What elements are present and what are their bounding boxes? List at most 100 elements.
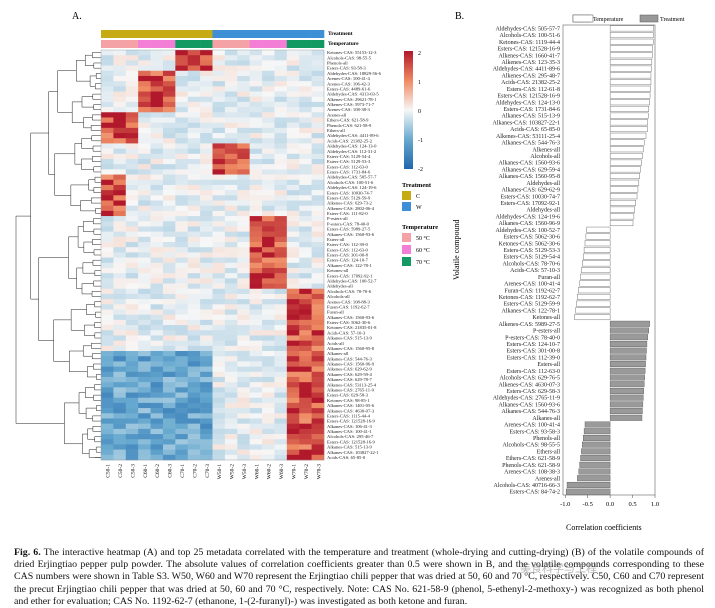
heatmap-cell xyxy=(299,70,312,77)
heatmap-cell xyxy=(162,299,176,305)
heatmap-cell xyxy=(311,221,325,227)
heatmap-cell xyxy=(237,75,250,82)
heatmap-cell xyxy=(187,371,201,378)
heatmap-cell xyxy=(249,288,263,295)
heatmap-cell xyxy=(101,288,114,295)
heatmap-cell xyxy=(125,107,139,113)
heatmap-cell xyxy=(274,278,288,284)
heatmap-cell xyxy=(125,418,139,424)
x-tick-label: -0.5 xyxy=(583,501,593,508)
heatmap-cell xyxy=(274,195,288,201)
heatmap-cell xyxy=(125,122,139,129)
heatmap-cell xyxy=(274,143,288,149)
heatmap-cell xyxy=(175,70,189,77)
heatmap-cell xyxy=(249,449,263,456)
heatmap-cell xyxy=(101,205,114,212)
heatmap-cell xyxy=(138,257,151,264)
heatmap-cell xyxy=(125,376,139,383)
heatmap-row-label: Alkanes-CAS: 544-76-3 xyxy=(327,356,372,361)
bar-category-label: Alkanes-CAS: 1560-93-6 xyxy=(499,402,561,408)
heatmap-cell xyxy=(299,439,312,445)
heatmap-cell xyxy=(150,449,164,456)
heatmap-cell xyxy=(237,273,250,279)
heatmap-cell xyxy=(150,418,164,424)
heatmap-cell xyxy=(175,402,189,409)
heatmap-cell xyxy=(101,169,114,175)
heatmap-cell xyxy=(237,314,250,321)
heatmap-cell xyxy=(113,164,127,170)
heatmap-cell xyxy=(125,174,139,181)
heatmap-cell xyxy=(187,96,201,103)
heatmap-cell xyxy=(138,382,151,388)
heatmap-cell xyxy=(200,288,213,295)
heatmap-cell xyxy=(187,210,201,217)
heatmap-cell xyxy=(200,293,213,300)
heatmap-cell xyxy=(274,216,288,222)
heatmap-row-label: Ketones-all xyxy=(327,268,349,273)
heatmap-cell xyxy=(249,242,263,248)
bar-category-label: Alkanes-CAS: 1560-93-6 xyxy=(499,161,561,167)
legend-title: Treatment xyxy=(402,182,432,189)
bar-category-label: Acids-CAS: 21382-25-2 xyxy=(501,80,560,86)
bar-category-label: Esters-CAS: 124-10-7 xyxy=(507,342,561,348)
heatmap-cell xyxy=(200,164,213,170)
heatmap-cell xyxy=(101,278,114,284)
bar-category-label: Phenols-CAS: 621-58-9 xyxy=(502,463,560,469)
heatmap-cell xyxy=(113,184,127,191)
heatmap-cell xyxy=(138,190,151,196)
heatmap-cell xyxy=(274,242,288,248)
heatmap-cell xyxy=(113,283,127,290)
heatmap-cell xyxy=(274,454,288,461)
heatmap-cell xyxy=(274,439,288,445)
heatmap-cell xyxy=(249,101,263,108)
heatmap-cell xyxy=(286,148,300,155)
heatmap-cell xyxy=(113,356,127,362)
heatmap-cell xyxy=(286,288,300,295)
heatmap-cell xyxy=(249,158,263,165)
bar-category-label: Ethers-all xyxy=(537,449,561,455)
bar-category-label: Alkanes-CAS: 629-62-9 xyxy=(502,188,561,194)
heatmap-column-label: W50-3 xyxy=(242,464,248,480)
heatmap-cell xyxy=(113,101,127,108)
heatmap-cell xyxy=(212,319,226,326)
heatmap-cell xyxy=(286,340,300,347)
heatmap-cell xyxy=(237,325,250,331)
heatmap-cell xyxy=(274,345,288,352)
heatmap-cell xyxy=(299,205,312,212)
heatmap-cell xyxy=(237,299,250,305)
temperature-annotation-cell xyxy=(200,40,213,48)
bar-category-label: Arenes-all xyxy=(535,476,560,482)
correlation-bar xyxy=(577,475,611,482)
heatmap-cell xyxy=(162,356,176,362)
heatmap-cell xyxy=(299,138,312,144)
heatmap-cell xyxy=(262,169,275,175)
heatmap-cell xyxy=(286,314,300,321)
bar-category-label: Esters-CAS: 1731-84-6 xyxy=(504,107,561,113)
heatmap-cell xyxy=(299,361,312,367)
bar-category-label: Alcohols-CAS: 629-76-5 xyxy=(500,376,561,382)
bar-category-label: Esters-CAS: 301-00-8 xyxy=(507,349,561,355)
heatmap-cell xyxy=(150,101,164,108)
heatmap-cell xyxy=(299,81,312,87)
heatmap-cell xyxy=(299,340,312,347)
heatmap-row-label: Arenes-CAS: 106-42-3 xyxy=(327,81,370,86)
heatmap-cell xyxy=(101,164,114,170)
heatmap-cell xyxy=(101,413,114,419)
heatmap-cell xyxy=(299,174,312,181)
heatmap-cell xyxy=(237,205,250,212)
heatmap-cell xyxy=(262,117,275,123)
heatmap-cell xyxy=(299,376,312,383)
heatmap-cell xyxy=(212,293,226,300)
heatmap-cell xyxy=(286,397,300,404)
heatmap-cell xyxy=(249,55,263,61)
heatmap-cell xyxy=(237,382,250,388)
heatmap-row-label: Aldehydes-CAS: 4313-03-5 xyxy=(327,92,379,97)
heatmap-cell xyxy=(175,210,189,217)
heatmap-cell xyxy=(175,252,189,258)
heatmap-cell xyxy=(150,382,164,388)
heatmap-cell xyxy=(175,371,189,378)
heatmap-cell xyxy=(200,278,213,284)
heatmap-cell xyxy=(274,174,288,181)
heatmap-cell xyxy=(187,319,201,326)
heatmap-cell xyxy=(150,361,164,367)
